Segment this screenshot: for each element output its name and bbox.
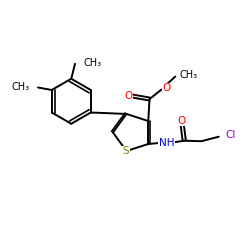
Text: O: O [124, 91, 132, 101]
Text: CH₃: CH₃ [11, 82, 29, 92]
Text: Cl: Cl [225, 130, 236, 140]
Text: NH: NH [158, 138, 174, 148]
Text: CH₃: CH₃ [83, 58, 101, 68]
Text: CH₃: CH₃ [180, 70, 198, 80]
Text: O: O [178, 116, 186, 126]
Text: S: S [123, 146, 129, 156]
Text: O: O [163, 83, 171, 93]
